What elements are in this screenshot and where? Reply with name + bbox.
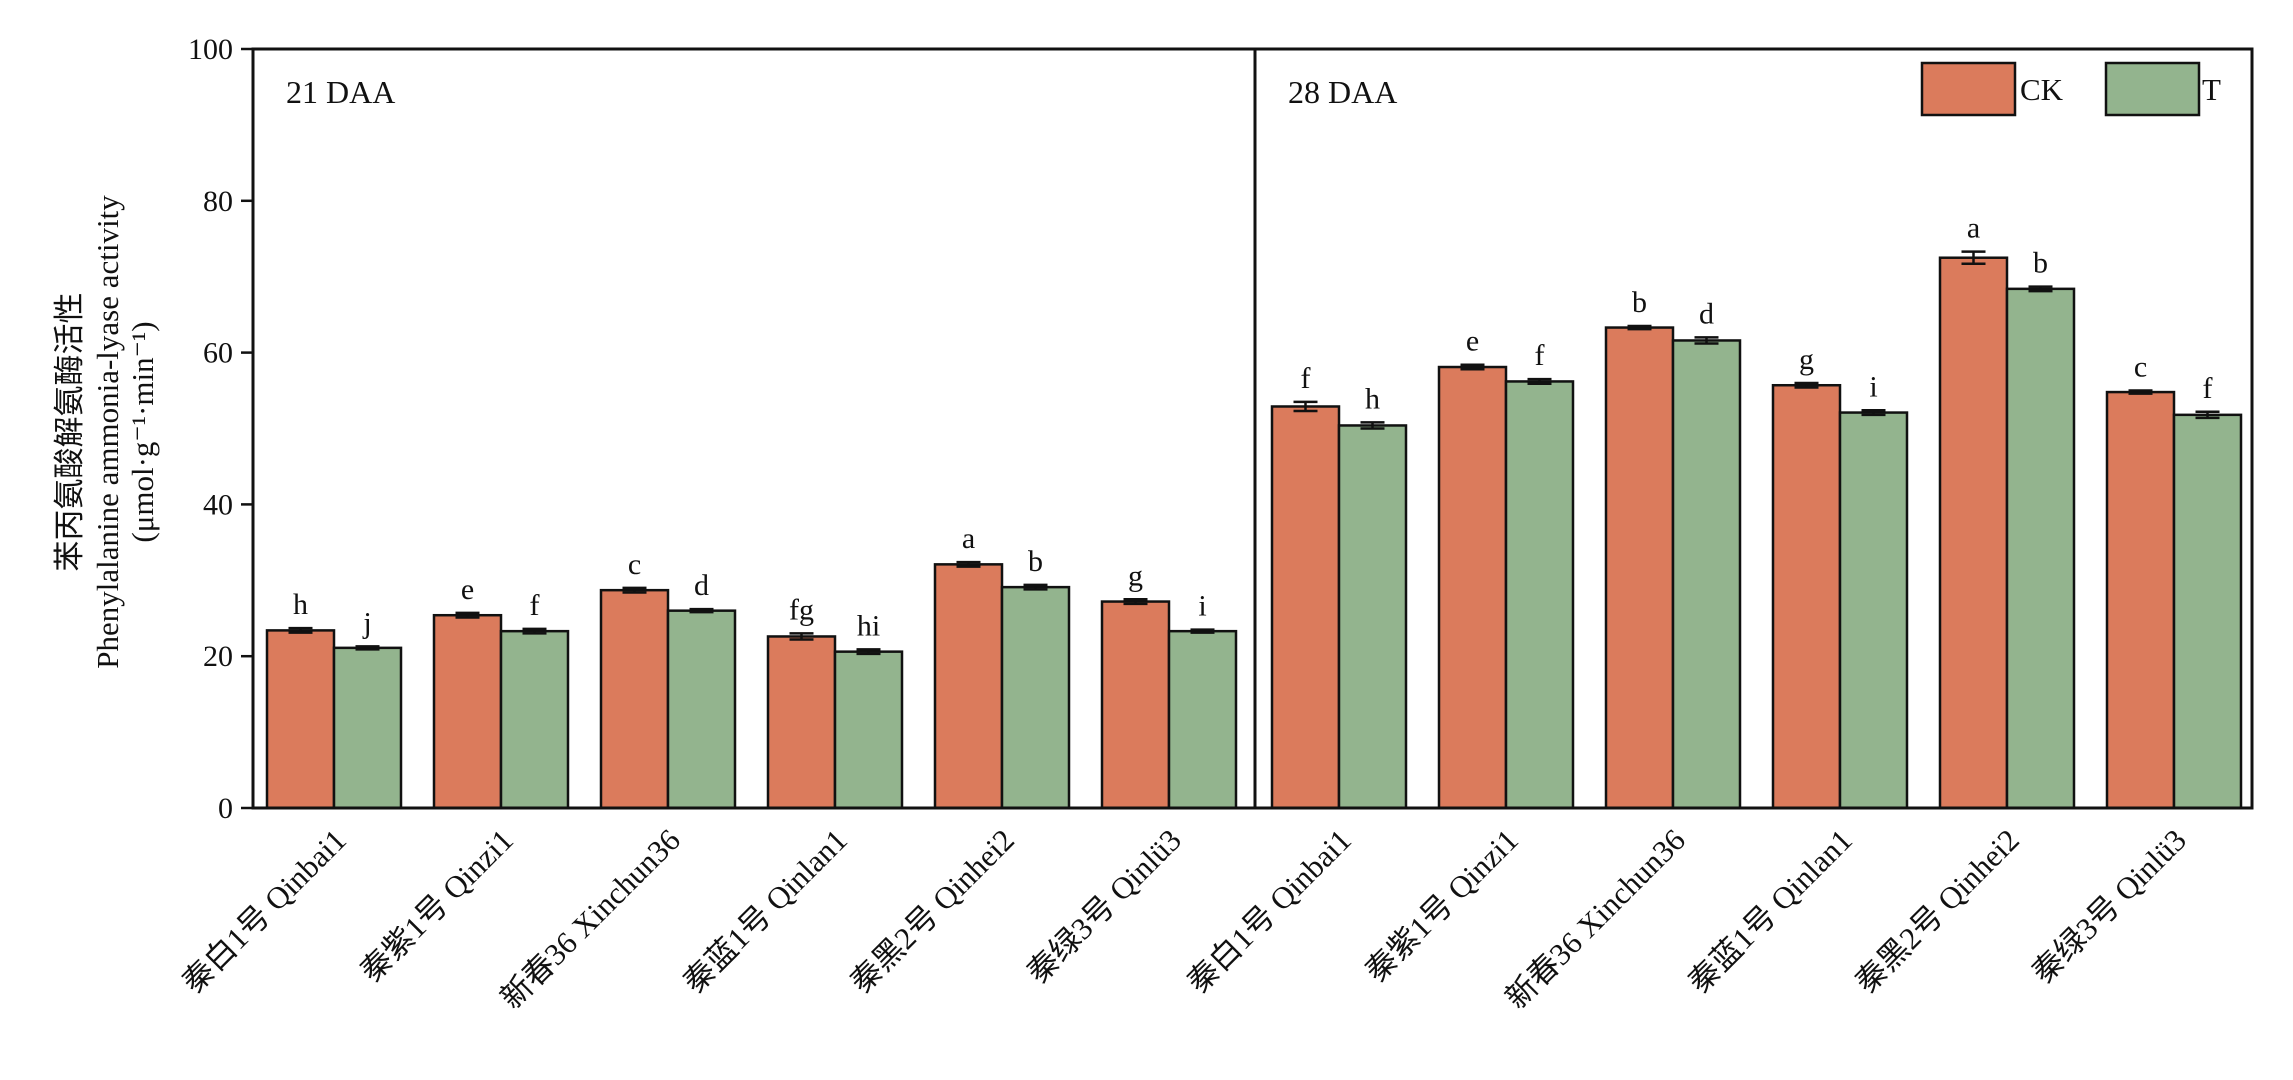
x-tick-label: 秦白1号 Qinbai1 [175,822,353,1000]
bar-t [1838,411,1909,810]
significance-letter: c [628,548,641,581]
bar-t [666,609,737,810]
bar-ck [1771,383,1842,810]
significance-letter: j [362,606,371,639]
y-tick-label: 80 [203,185,233,218]
bar-ck [1604,326,1675,810]
x-tick-label: 秦绿3号 Qinlü3 [2025,822,2193,990]
bar-ck [766,635,837,810]
x-tick-label: 秦白1号 Qinbai1 [1180,822,1358,1000]
x-tick-label: 秦紫1号 Qinzi1 [1358,822,1525,989]
bar-t [2005,287,2076,810]
legend-swatch-t [2104,61,2201,117]
significance-letter: i [1198,590,1206,623]
y-axis-title-english: Phenylalanine ammonia-lyase activity [90,195,125,669]
bar-t [2172,413,2243,810]
significance-letter: c [2134,351,2147,384]
significance-letter: g [1128,559,1143,592]
x-tick-label: 新春36 Xinchun36 [1499,822,1692,1015]
bar-t [1000,585,1071,810]
x-tick-label: 秦蓝1号 Qinlan1 [1681,822,1859,1000]
y-axis: 0 20 40 60 80 100 [188,33,253,825]
x-tick-label: 秦紫1号 Qinzi1 [353,822,520,989]
x-tick-label: 秦绿3号 Qinlü3 [1020,822,1188,990]
legend-swatch-ck [1920,61,2017,117]
y-tick-label: 20 [203,640,233,673]
significance-letter: fg [789,593,814,626]
y-axis-title-unit: (μmol·g⁻¹·min⁻¹) [125,321,160,542]
x-tick-label: 秦黑2号 Qinhei2 [1848,822,2026,1000]
legend-label-ck: CK [2020,72,2064,107]
significance-letter: f [1301,362,1311,395]
y-tick-label: 100 [188,33,233,66]
x-tick-label: 新春36 Xinchun36 [494,822,687,1015]
significance-letter: f [1535,339,1545,372]
bar-t [1504,380,1575,810]
bar-t [833,650,904,810]
y-tick-label: 40 [203,488,233,521]
significance-letter: h [1365,382,1380,415]
bar-t [499,629,570,810]
significance-letter: g [1799,343,1814,376]
bar-ck [1437,365,1508,810]
significance-letter: f [530,589,540,622]
bar-ck [432,613,503,810]
bars [265,250,2243,810]
bar-ck [1100,600,1171,810]
bar-t [332,646,403,810]
x-tick-label: 秦黑2号 Qinhei2 [843,822,1021,1000]
significance-letter: i [1869,370,1877,403]
legend-label-t: T [2202,72,2221,107]
significance-letter: d [1699,297,1714,330]
significance-letter: e [461,573,474,606]
significance-letter: a [1967,212,1980,245]
significance-letter: b [1028,545,1043,578]
y-tick-label: 0 [218,792,233,825]
significance-letter: a [962,522,975,555]
bar-t [1337,424,1408,810]
bar-t [1167,629,1238,810]
panel-label: 21 DAA [286,74,395,110]
y-tick-label: 60 [203,337,233,370]
plot-frame [251,47,2254,810]
significance-letter: b [2033,247,2048,280]
bar-ck [2105,390,2176,810]
significance-letter: e [1466,325,1479,358]
bar-ck [265,629,336,810]
panel-label: 28 DAA [1288,74,1397,110]
bar-ck [599,588,670,810]
bar-ck [933,563,1004,810]
bar-t [1671,339,1742,810]
y-axis-title: 苯丙氨酸解氨酶活性 Phenylalanine ammonia-lyase ac… [52,195,160,669]
significance-letter: h [293,588,308,621]
legend: CK T [1920,61,2221,117]
significance-letter: b [1632,286,1647,319]
plot-border [251,47,2254,810]
y-axis-title-chinese: 苯丙氨酸解氨酶活性 [52,293,87,572]
bar-ck [1938,256,2009,810]
significance-letter: f [2203,372,2213,405]
bar-ck [1270,405,1341,810]
x-tick-label: 秦蓝1号 Qinlan1 [676,822,854,1000]
significance-letter: hi [857,609,880,642]
significance-letter: d [694,569,709,602]
